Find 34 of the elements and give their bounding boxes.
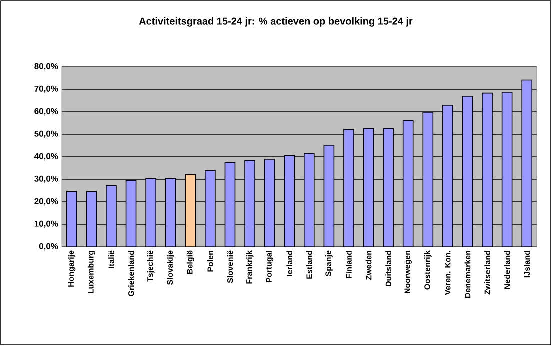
chart-title: Activiteitsgraad 15-24 jr: % actieven op bevolking 15-24 jr [139,18,413,27]
x-tick-label: Zwitserland [484,251,490,295]
x-tick-label: Zweden [366,251,372,280]
y-tick-label: 50,0% [34,130,58,138]
y-tick-label: 70,0% [34,86,58,94]
y-tick-label: 40,0% [34,153,58,161]
x-tick-label: IJsland [524,251,530,278]
x-tick-label: Nederland [504,251,510,290]
y-tick-label: 60,0% [34,108,58,116]
x-tick-label: Slovakije [167,250,175,285]
x-tick-label: Duitsland [386,251,392,286]
y-tick-label: 0,0% [39,243,58,251]
y-tick-label: 30,0% [34,176,58,184]
x-tick-label: Griekenland [128,251,134,296]
x-tick-label: Finland [346,251,352,278]
x-tick-label: Ierland [286,251,293,276]
y-tick-label: 10,0% [34,220,58,228]
y-tick-label: 20,0% [34,198,58,206]
x-tick-label: Spanje [325,250,333,277]
x-tick-label: Noorwegen [404,251,412,294]
x-tick-label: Slovenië [227,250,234,284]
x-tick-label: Frankrijk [246,250,254,284]
x-tick-label: Estland [306,251,312,279]
x-tick-label: Veren. Kon. [445,251,451,296]
x-tick-label: Italië [108,250,114,268]
x-tick-label: Luxemburg [88,251,96,294]
x-tick-label: Portugal [266,251,274,282]
x-tick-label: Polen [207,251,214,272]
x-tick-label: Denemarken [464,251,471,298]
y-tick-label: 80,0% [34,63,58,71]
x-tick-label: Oostenrijk [424,250,432,290]
x-tick-label: België [186,250,194,274]
x-tick-label: Tsjechië [147,250,155,282]
x-tick-label: Hongarije [68,250,76,287]
